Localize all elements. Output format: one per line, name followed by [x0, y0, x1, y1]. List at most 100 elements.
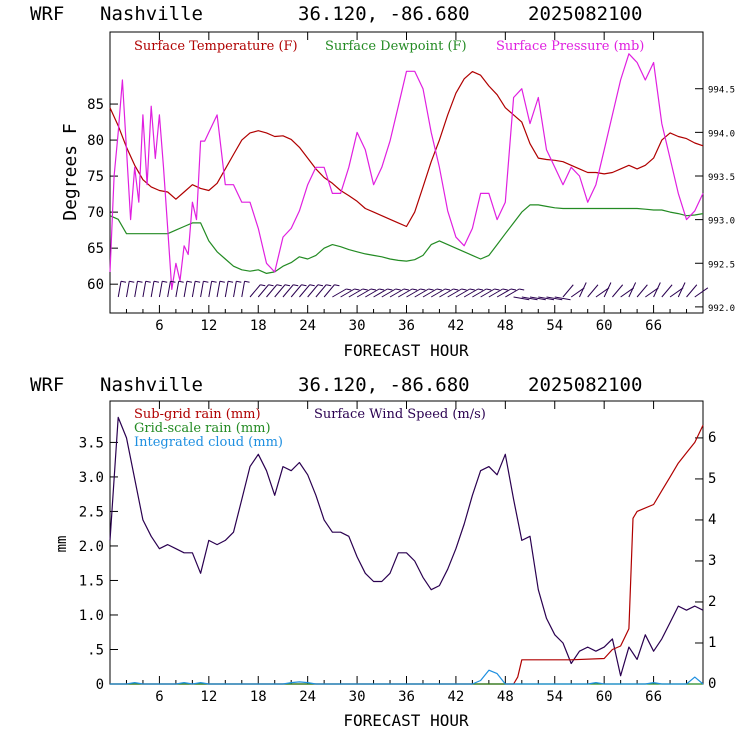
wind-barb	[208, 281, 213, 298]
panel1-model: WRF	[30, 3, 64, 25]
wind-barb-flag	[284, 284, 291, 287]
wind-barb	[496, 288, 512, 298]
wind-barb	[299, 284, 311, 298]
panel1-location: Nashville	[100, 3, 203, 25]
y2-tick-label: 994.0	[708, 129, 735, 139]
wind-barb-flag	[428, 288, 434, 291]
wind-barb	[365, 288, 380, 298]
series-line-temperature	[109, 71, 704, 228]
wind-barb-flag	[236, 280, 242, 283]
wind-barb	[224, 281, 229, 298]
wind-barb	[579, 282, 587, 298]
legend-subgrid-rain: Sub-grid rain (mm)	[134, 407, 261, 422]
panel1-axes: 6 12 18 24 30 36 42 48 54 60 66 60 65 70 75 80 85 992.0 99…	[87, 32, 735, 334]
y-tick-label: .5	[87, 642, 104, 658]
panel2-header: WRF Nashville 36.120, -86.680 2025082100	[30, 374, 642, 396]
y-tick-label: 3.0	[79, 470, 104, 486]
wind-barb-flag	[145, 280, 151, 283]
legend-gridscale-rain: Grid-scale rain (mm)	[134, 421, 271, 436]
wind-barb	[348, 288, 363, 298]
y-tick-label: 75	[87, 169, 104, 185]
wind-barb-flag	[502, 288, 508, 291]
x-tick-label: 60	[596, 318, 613, 334]
wind-barb	[463, 288, 479, 298]
wind-barb	[233, 281, 237, 298]
wind-barb	[472, 288, 487, 298]
y-tick-label: 1.0	[79, 608, 104, 624]
wind-barb	[117, 281, 122, 298]
x-tick-label: 54	[546, 689, 563, 705]
wind-barb	[332, 288, 347, 298]
wind-barb-flag	[354, 288, 360, 291]
panel2-ylabel: mm	[54, 536, 70, 553]
x-tick-label: 48	[497, 689, 514, 705]
wind-barb-flag	[510, 288, 517, 291]
y-tick-label: 2.5	[79, 504, 104, 520]
wind-barb	[183, 281, 188, 298]
wind-barb-flag	[412, 288, 418, 291]
wind-barb	[455, 288, 471, 298]
wind-barb-flag	[461, 288, 467, 291]
x-tick-label: 12	[200, 318, 217, 334]
wind-barb	[480, 288, 495, 298]
y-tick-label: 70	[87, 205, 104, 221]
x-tick-label: 24	[299, 318, 316, 334]
panel1-coords: 36.120, -86.680	[298, 3, 470, 25]
legend-integrated-cloud: Integrated cloud (mm)	[134, 435, 283, 450]
wind-barbs	[117, 280, 709, 301]
x-tick-label: 30	[349, 318, 366, 334]
y2-tick-label: 1	[708, 635, 716, 651]
wind-barb	[521, 296, 538, 301]
wind-barb	[167, 281, 171, 298]
panel2-model: WRF	[30, 374, 64, 396]
wind-barb-flag	[317, 284, 324, 287]
wind-barb	[439, 288, 454, 298]
wind-barb	[175, 281, 180, 298]
x-tick-label: 48	[497, 318, 514, 334]
x-tick-label: 12	[200, 689, 217, 705]
wind-barb	[554, 296, 571, 301]
wind-barb	[620, 287, 635, 298]
x-tick-label: 30	[349, 689, 366, 705]
series-line-wind	[109, 416, 704, 677]
wind-barb-flag	[170, 280, 176, 283]
wind-barb	[381, 288, 396, 298]
wind-barb-flag	[362, 288, 368, 291]
wind-barb-flag	[227, 280, 234, 283]
wind-barb-flag	[244, 280, 250, 283]
series-line-dewpoint	[109, 204, 704, 274]
panel1-series	[109, 53, 704, 290]
wind-barb	[570, 287, 585, 298]
panel1-ylabel: Degrees F	[60, 123, 81, 221]
wind-barb-flag	[395, 288, 401, 291]
wind-barb-flag	[469, 288, 475, 291]
y2-tick-label: 994.5	[708, 86, 735, 96]
panel1-init: 2025082100	[528, 3, 642, 25]
wind-barb-flag	[268, 284, 274, 287]
legend-dewpoint: Surface Dewpoint (F)	[325, 39, 467, 54]
wind-barb	[628, 282, 637, 298]
wind-barb-flag	[276, 284, 282, 287]
wind-barb	[216, 281, 221, 298]
wind-barb	[645, 287, 659, 298]
wind-barb	[356, 288, 372, 298]
x-tick-label: 60	[596, 689, 613, 705]
wind-barb-flag	[186, 280, 193, 283]
wind-barb	[686, 284, 698, 298]
wind-barb	[661, 284, 673, 298]
wind-barb-flag	[260, 284, 266, 287]
panel1-legend: Surface Temperature (F) Surface Dewpoint…	[134, 39, 644, 54]
x-tick-label: 6	[155, 318, 163, 334]
y2-tick-label: 992.0	[708, 304, 735, 314]
y-tick-label: 2.0	[79, 539, 104, 555]
panel2-location: Nashville	[100, 374, 203, 396]
x-tick-label: 24	[299, 689, 316, 705]
wind-barb-flag	[436, 288, 442, 291]
wind-barb	[636, 284, 648, 298]
wind-barb-flag	[137, 280, 143, 283]
wind-barb	[191, 281, 196, 298]
wind-barb	[595, 287, 610, 298]
wind-barb	[505, 288, 520, 298]
wind-barb-flag	[301, 284, 307, 287]
y2-tick-label: 5	[708, 471, 716, 487]
